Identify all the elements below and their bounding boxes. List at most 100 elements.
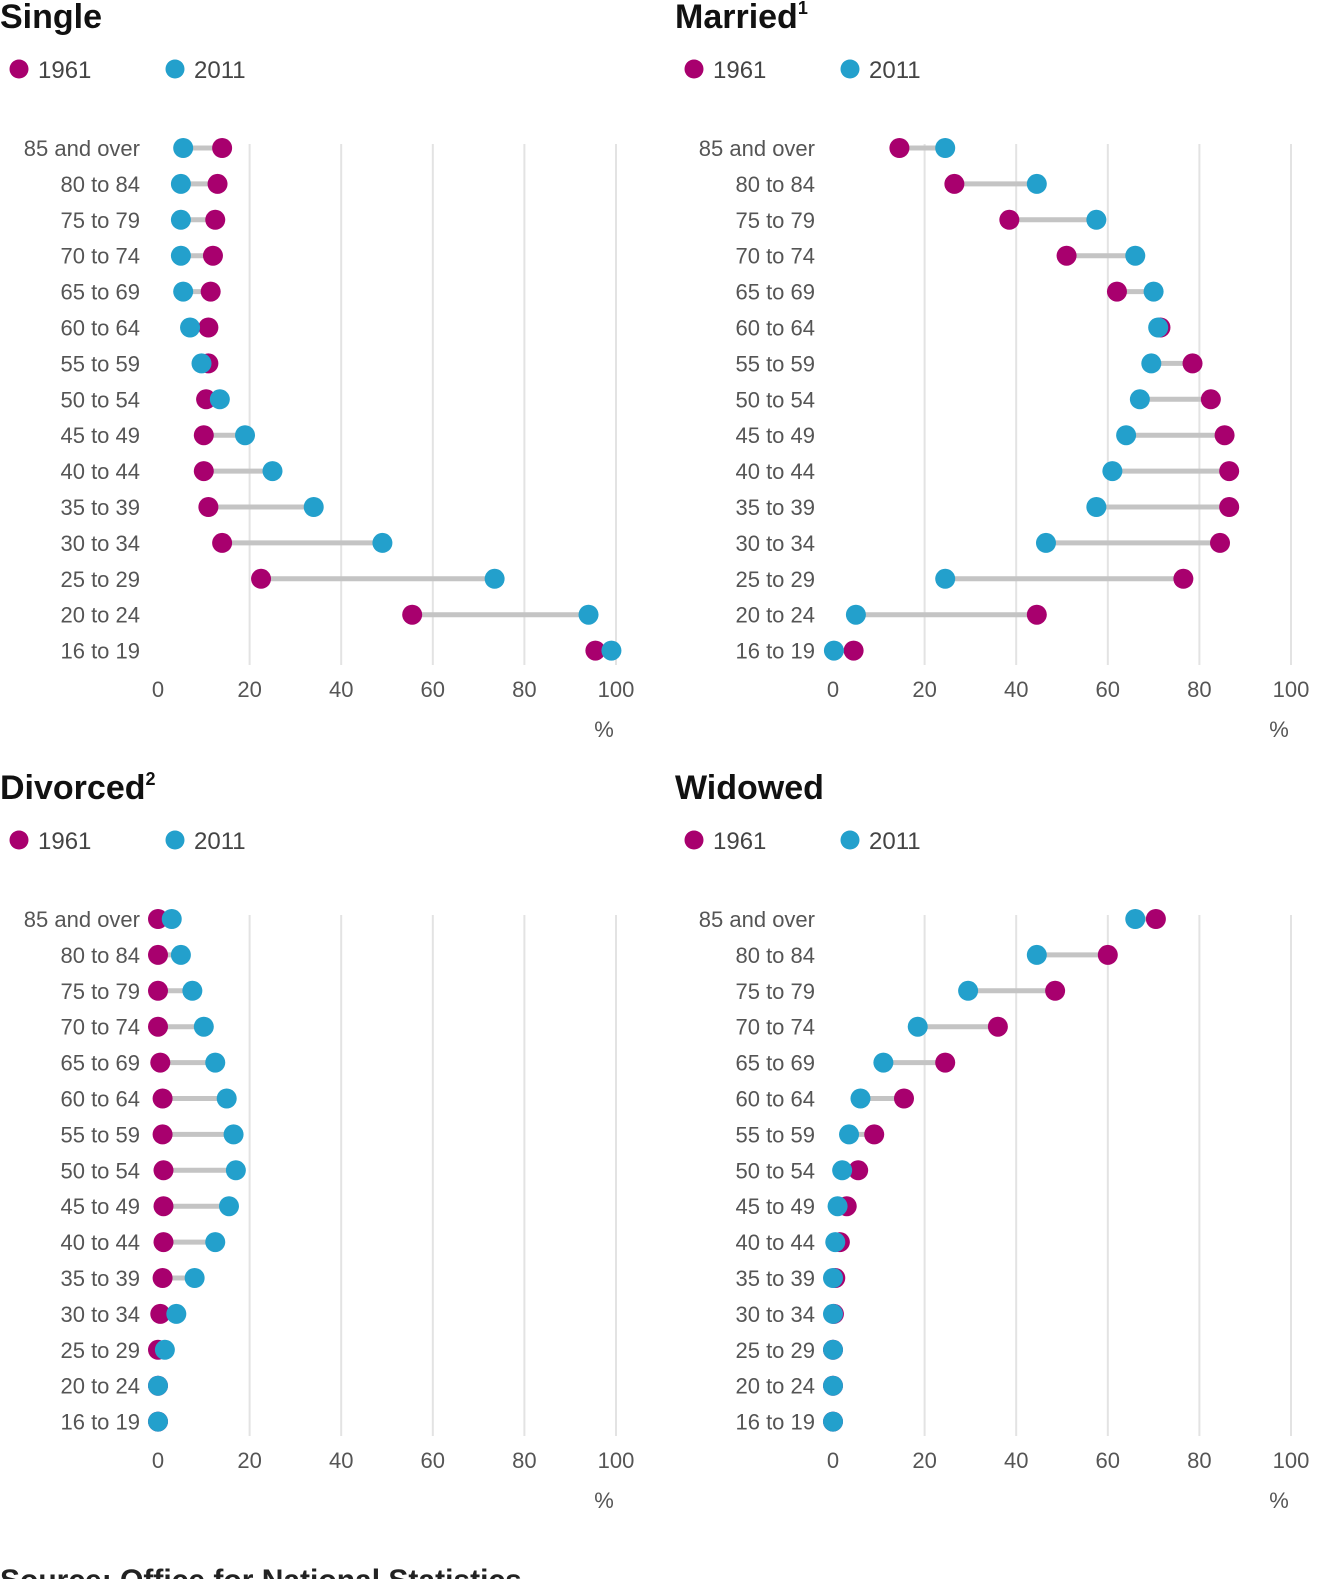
panel-title: Divorced2 <box>0 769 156 807</box>
category-label: 20 to 24 <box>735 1374 815 1399</box>
panel-title: Widowed <box>675 769 824 807</box>
category-label: 55 to 59 <box>60 1122 140 1147</box>
x-axis: 0 20 40 60 80 100% <box>827 1448 1309 1513</box>
legend: 1961 2011 <box>9 828 246 855</box>
legend-label-2011: 2011 <box>869 828 921 855</box>
category-label: 35 to 39 <box>60 1266 140 1291</box>
category-label: 60 to 64 <box>60 1087 140 1112</box>
point-1961 <box>212 532 233 553</box>
x-tick-label: 20 <box>912 1448 936 1473</box>
category-label: 75 to 79 <box>735 208 815 233</box>
x-axis: 0 20 40 60 80 100% <box>152 1448 634 1513</box>
point-1961 <box>193 425 214 446</box>
x-tick-label: 100 <box>598 1448 635 1473</box>
point-1961 <box>1026 604 1047 625</box>
x-tick-label: 80 <box>512 677 536 702</box>
legend-marker-2011 <box>840 59 860 79</box>
point-2011 <box>262 461 283 482</box>
point-2011 <box>170 245 191 266</box>
legend-label-1961: 1961 <box>38 828 91 855</box>
legend: 1961 2011 <box>684 57 921 84</box>
x-unit-label: % <box>1269 1488 1289 1513</box>
category-label: 50 to 54 <box>60 1158 140 1183</box>
category-label: 30 to 34 <box>735 1302 815 1327</box>
point-2011 <box>1035 532 1056 553</box>
chart-panel-3: Divorced2 1961 2011 0 20 40 60 80 100% 85 and ove… <box>0 769 634 1513</box>
category-label: 70 to 74 <box>735 244 815 269</box>
point-2011 <box>823 1268 843 1288</box>
point-2011 <box>209 389 230 410</box>
category-label: 50 to 54 <box>60 387 140 412</box>
point-1961 <box>153 1196 174 1217</box>
point-2011 <box>225 1160 246 1181</box>
x-unit-label: % <box>1269 717 1289 742</box>
x-tick-label: 100 <box>1273 1448 1310 1473</box>
category-label: 45 to 49 <box>60 1194 140 1219</box>
category-label: 16 to 19 <box>735 1410 815 1435</box>
point-1961 <box>1106 281 1127 302</box>
point-2011 <box>1129 389 1150 410</box>
point-2011 <box>484 568 505 589</box>
point-2011 <box>845 604 866 625</box>
point-2011 <box>1125 245 1146 266</box>
legend-label-1961: 1961 <box>713 828 766 855</box>
category-label: 75 to 79 <box>60 979 140 1004</box>
category-label: 25 to 29 <box>60 1338 140 1363</box>
category-label: 16 to 19 <box>735 639 815 664</box>
point-2011 <box>873 1052 894 1073</box>
legend-marker-2011 <box>165 59 185 79</box>
point-1961 <box>935 1052 956 1073</box>
point-2011 <box>823 1303 843 1324</box>
point-2011 <box>173 281 194 302</box>
point-2011 <box>1026 173 1047 194</box>
category-label: 16 to 19 <box>60 639 140 664</box>
point-2011 <box>170 944 191 965</box>
point-2011 <box>218 1196 239 1217</box>
category-label: 35 to 39 <box>735 495 815 520</box>
point-2011 <box>166 1303 187 1324</box>
point-1961 <box>251 568 272 589</box>
point-1961 <box>1200 389 1221 410</box>
point-1961 <box>152 1088 173 1109</box>
point-2011 <box>1102 461 1123 482</box>
category-label: 55 to 59 <box>735 351 815 376</box>
point-1961 <box>150 1303 171 1324</box>
point-2011 <box>827 1196 848 1217</box>
x-tick-label: 100 <box>1273 677 1310 702</box>
category-label: 80 to 84 <box>735 172 815 197</box>
category-label: 80 to 84 <box>60 943 140 968</box>
category-label: 25 to 29 <box>735 567 815 592</box>
legend-label-1961: 1961 <box>38 57 91 84</box>
category-label: 20 to 24 <box>60 1374 140 1399</box>
point-2011 <box>825 1232 846 1253</box>
point-1961 <box>200 281 221 302</box>
category-label: 65 to 69 <box>60 1051 140 1076</box>
point-2011 <box>191 353 212 374</box>
point-2011 <box>823 640 844 661</box>
panel-title-footnote-marker: 1 <box>798 0 808 18</box>
category-label: 20 to 24 <box>60 603 140 628</box>
point-1961 <box>1219 497 1240 517</box>
point-2011 <box>170 173 191 194</box>
x-unit-label: % <box>594 717 614 742</box>
gridlines <box>923 144 1292 665</box>
point-2011 <box>907 1016 928 1037</box>
category-label: 70 to 74 <box>60 244 140 269</box>
panel-title-text: Widowed <box>675 769 824 807</box>
x-tick-label: 80 <box>1187 1448 1211 1473</box>
category-label: 25 to 29 <box>60 567 140 592</box>
point-1961 <box>1097 944 1118 965</box>
point-2011 <box>601 640 622 661</box>
gridlines <box>923 915 1292 1436</box>
point-1961 <box>196 389 217 410</box>
point-1961 <box>212 138 233 158</box>
panel-title-footnote-marker: 2 <box>146 769 156 789</box>
category-label: 40 to 44 <box>60 1230 140 1255</box>
x-tick-label: 0 <box>827 677 839 702</box>
x-tick-label: 60 <box>421 1448 445 1473</box>
panel-title: Married1 <box>675 0 808 36</box>
x-tick-label: 80 <box>1187 677 1211 702</box>
data-rows: 85 and over 80 to 84 75 to 79 70 to 74 65 to… <box>699 136 1240 664</box>
category-label: 80 to 84 <box>735 943 815 968</box>
